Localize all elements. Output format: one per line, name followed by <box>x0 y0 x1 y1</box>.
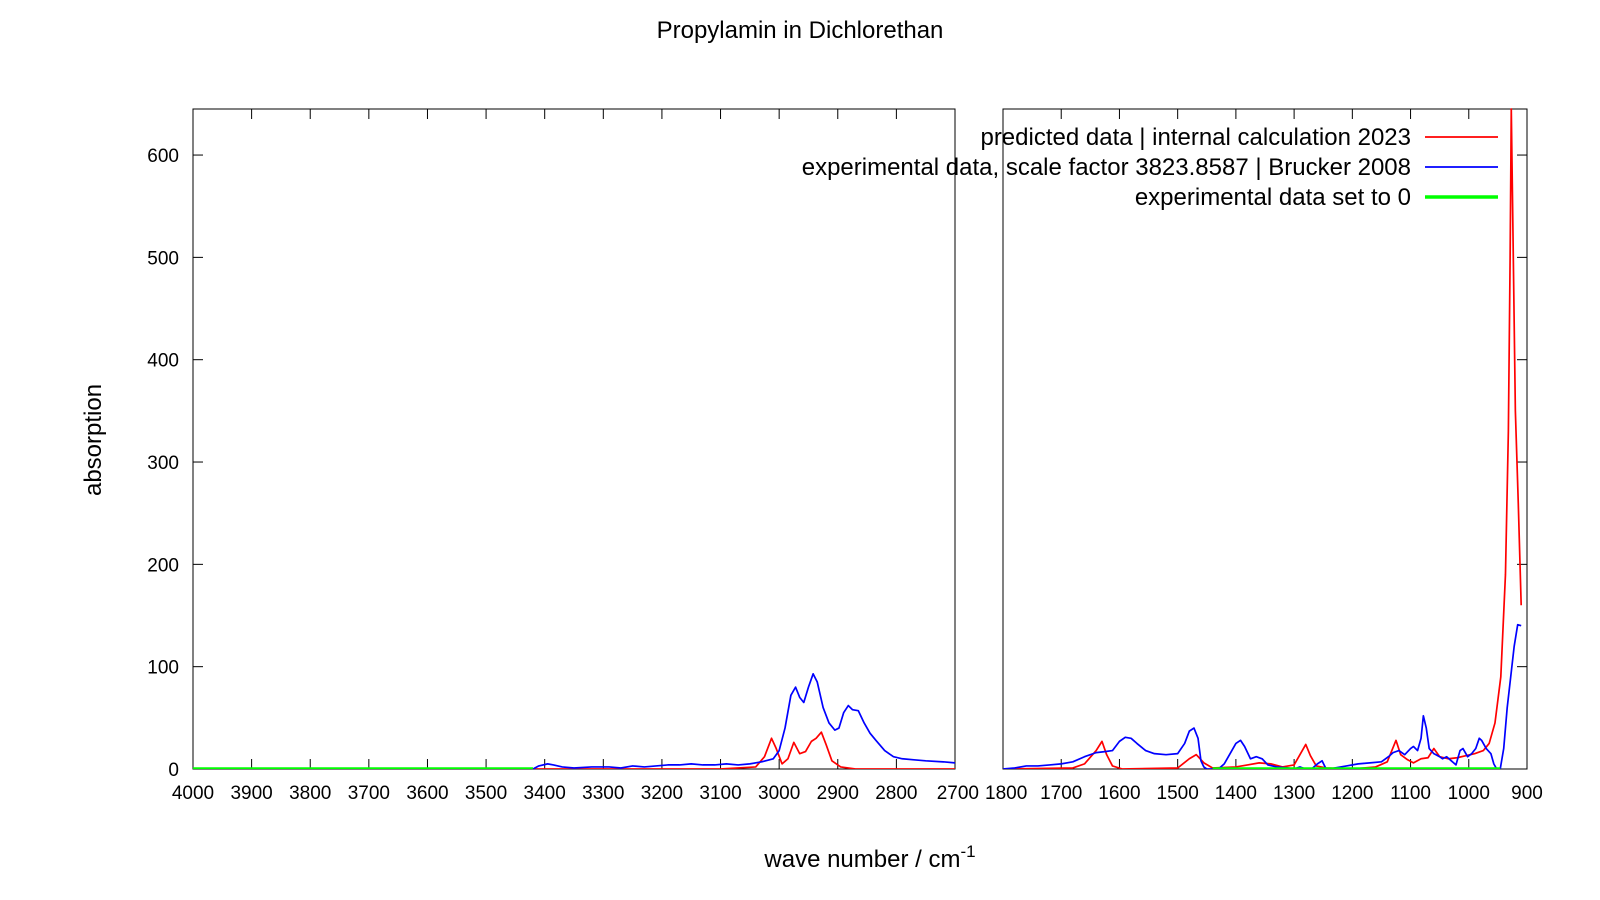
x-tick-label: 3300 <box>582 783 624 804</box>
y-axis-ticks: 0 100 200 300 400 500 600 <box>147 146 179 781</box>
series-lines-0 <box>193 672 955 769</box>
x-axis-label: wave number / cm-1 <box>763 842 975 873</box>
x-tick-label: 900 <box>1511 783 1543 804</box>
x-tick-label: 2800 <box>875 783 917 804</box>
x-tick-label: 3200 <box>641 783 683 804</box>
x-tick-label: 1600 <box>1098 783 1140 804</box>
x-tick-label: 2700 <box>937 783 979 804</box>
x-tick-label: 3700 <box>348 783 390 804</box>
x-tick-label: 1000 <box>1448 783 1490 804</box>
y-axis-label: absorption <box>80 384 107 496</box>
x-tick-label: 1700 <box>1040 783 1082 804</box>
chart-title: Propylamin in Dichlorethan <box>657 17 944 44</box>
x-tick-label: 2900 <box>817 783 859 804</box>
x-tick-label: 3600 <box>406 783 448 804</box>
y-tick-label: 0 <box>168 760 179 781</box>
y-tick-label: 400 <box>147 351 179 372</box>
legend: predicted data | internal calculation 20… <box>802 124 1498 211</box>
x-axis-label-text: wave number / cm <box>763 846 960 873</box>
legend-label-experimental: experimental data, scale factor 3823.858… <box>802 154 1411 181</box>
plot-frame-left <box>192 108 956 770</box>
series-lines-1 <box>1003 108 1523 769</box>
y-tick-label: 600 <box>147 146 179 167</box>
series-line-experimental <box>532 672 955 769</box>
right-panel: 1800 1700 1600 1500 1400 1300 1200 1100 1000 900 <box>985 108 1543 804</box>
series-line-predicted <box>193 731 955 769</box>
y-tick-label: 100 <box>147 658 179 679</box>
x-tick-label: 1500 <box>1157 783 1199 804</box>
x-tick-label: 3800 <box>289 783 331 804</box>
x-tick-label: 1100 <box>1390 783 1431 804</box>
series-line-predicted <box>1003 108 1523 769</box>
x-tick-label: 3400 <box>524 783 566 804</box>
x-tick-label: 1800 <box>985 783 1027 804</box>
series-line-experimental <box>1003 623 1522 769</box>
x-tick-label: 3500 <box>465 783 507 804</box>
x-tick-label: 1400 <box>1215 783 1257 804</box>
x-tick-label: 3100 <box>699 783 741 804</box>
y-tick-label: 200 <box>147 555 179 576</box>
y-tick-label: 300 <box>147 453 179 474</box>
x-tick-label: 3000 <box>758 783 800 804</box>
x-tick-label: 4000 <box>172 783 214 804</box>
y-tick-label: 500 <box>147 248 179 269</box>
x-axis-label-exponent: -1 <box>960 842 975 861</box>
x-tick-label: 1300 <box>1273 783 1315 804</box>
x-tick-label: 3900 <box>230 783 272 804</box>
legend-label-set-to-zero: experimental data set to 0 <box>1135 184 1411 211</box>
legend-label-predicted: predicted data | internal calculation 20… <box>980 124 1411 151</box>
left-panel: 4000 3900 3800 3700 3600 3500 3400 3300 3200 3100… <box>172 108 979 804</box>
x-tick-label: 1200 <box>1331 783 1373 804</box>
